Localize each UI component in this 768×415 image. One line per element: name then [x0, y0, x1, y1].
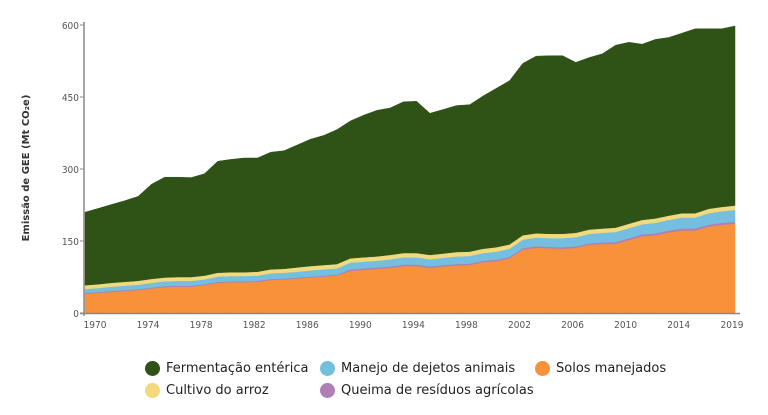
legend-swatch: [145, 360, 160, 376]
x-tick-label: 2002: [508, 320, 531, 331]
x-tick-label: 1986: [296, 320, 319, 331]
x-tick-label: 1974: [137, 320, 160, 331]
x-tick-label: 2006: [561, 320, 584, 331]
y-axis-label: Emissão de GEE (Mt CO₂e): [21, 95, 32, 242]
legend-item-fermentacao-enterica: Fermentação entérica: [145, 360, 320, 376]
legend-swatch: [535, 360, 550, 376]
x-tick-label: 2014: [667, 320, 690, 331]
legend: Fermentação entérica Manejo de dejetos a…: [145, 357, 705, 401]
legend-row: Fermentação entérica Manejo de dejetos a…: [145, 357, 705, 379]
legend-item-queima-residuos: Queima de resíduos agrícolas: [320, 382, 535, 398]
legend-row: Cultivo do arroz Queima de resíduos agrí…: [145, 379, 705, 401]
y-tick-label: 150: [62, 237, 79, 248]
y-ticks: 0 150 300 450 600: [62, 21, 84, 320]
x-ticks: 1970 1974 1978 1982 1986 1990 1994 1998 2002 2006…: [84, 320, 744, 331]
x-tick-label: 1990: [349, 320, 372, 331]
legend-label: Cultivo do arroz: [166, 382, 269, 398]
x-tick-label: 1998: [455, 320, 478, 331]
y-tick-label: 0: [73, 309, 79, 320]
legend-label: Solos manejados: [556, 360, 667, 376]
legend-label: Queima de resíduos agrícolas: [341, 382, 534, 398]
legend-item-manejo-dejetos: Manejo de dejetos animais: [320, 360, 535, 376]
x-tick-label: 2010: [614, 320, 637, 331]
legend-swatch: [320, 360, 335, 376]
x-tick-label: 2019: [721, 320, 744, 331]
x-tick-label: 1982: [243, 320, 266, 331]
x-tick-label: 1994: [402, 320, 425, 331]
x-tick-label: 1978: [190, 320, 213, 331]
legend-label: Fermentação entérica: [166, 360, 309, 376]
legend-swatch: [320, 382, 335, 398]
y-tick-label: 300: [62, 165, 79, 176]
legend-swatch: [145, 382, 160, 398]
legend-item-cultivo-arroz: Cultivo do arroz: [145, 382, 320, 398]
y-tick-label: 450: [62, 93, 79, 104]
legend-item-solos-manejados: Solos manejados: [535, 360, 705, 376]
area-fermentacao-enterica: [84, 25, 736, 286]
area-layers: [84, 25, 736, 314]
legend-label: Manejo de dejetos animais: [341, 360, 516, 376]
y-tick-label: 600: [62, 21, 79, 32]
x-tick-label: 1970: [84, 320, 107, 331]
